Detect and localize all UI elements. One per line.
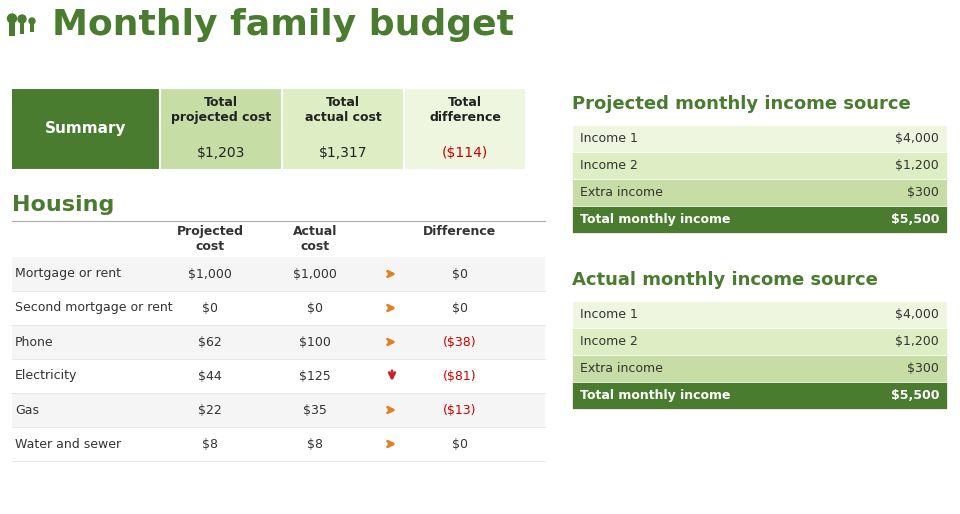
Text: Income 1: Income 1	[580, 308, 637, 321]
Text: ($13): ($13)	[444, 403, 477, 416]
Text: Total monthly income: Total monthly income	[580, 389, 731, 402]
Bar	[572, 125, 947, 152]
Text: $0: $0	[202, 302, 218, 315]
Bar	[12, 427, 545, 461]
Text: Total
actual cost: Total actual cost	[304, 96, 381, 124]
Text: Monthly family budget: Monthly family budget	[52, 8, 514, 42]
Text: $8: $8	[202, 437, 218, 450]
Text: $62: $62	[198, 336, 222, 348]
Text: Total
projected cost: Total projected cost	[171, 96, 271, 124]
Bar	[572, 355, 947, 382]
Text: ($81): ($81)	[444, 370, 477, 382]
Text: $35: $35	[303, 403, 327, 416]
Bar	[30, 24, 34, 32]
Text: Mortgage or rent: Mortgage or rent	[15, 267, 121, 281]
Text: $0: $0	[452, 267, 468, 281]
Text: $5,500: $5,500	[891, 389, 939, 402]
Bar	[404, 88, 526, 170]
Text: Housing: Housing	[12, 195, 114, 215]
Text: Phone: Phone	[15, 336, 54, 348]
Text: Difference: Difference	[423, 225, 496, 238]
Text: Income 2: Income 2	[580, 335, 637, 348]
Text: Income 1: Income 1	[580, 132, 637, 145]
Text: ($114): ($114)	[442, 146, 488, 160]
Text: $0: $0	[452, 302, 468, 315]
Bar	[12, 88, 160, 170]
Circle shape	[29, 18, 35, 24]
Text: $125: $125	[300, 370, 331, 382]
Bar	[12, 359, 545, 393]
Text: $100: $100	[300, 336, 331, 348]
Bar	[572, 382, 947, 409]
Text: $4,000: $4,000	[895, 308, 939, 321]
Text: Extra income: Extra income	[580, 186, 662, 199]
Text: Summary: Summary	[45, 121, 127, 137]
Text: $1,000: $1,000	[293, 267, 337, 281]
Text: Electricity: Electricity	[15, 370, 78, 382]
Text: Second mortgage or rent: Second mortgage or rent	[15, 302, 173, 315]
Bar	[282, 88, 404, 170]
Text: Actual monthly income source: Actual monthly income source	[572, 271, 877, 289]
Text: Projected
cost: Projected cost	[177, 225, 244, 253]
Text: $22: $22	[198, 403, 222, 416]
Text: $4,000: $4,000	[895, 132, 939, 145]
Text: $5,500: $5,500	[891, 213, 939, 226]
Text: $1,317: $1,317	[319, 146, 368, 160]
Bar	[572, 152, 947, 179]
Text: $44: $44	[198, 370, 222, 382]
Text: $0: $0	[307, 302, 323, 315]
Text: $1,000: $1,000	[188, 267, 232, 281]
Text: Income 2: Income 2	[580, 159, 637, 172]
Text: $8: $8	[307, 437, 323, 450]
Bar	[12, 257, 545, 291]
Bar	[160, 88, 282, 170]
Bar	[572, 301, 947, 328]
Text: Total
difference: Total difference	[429, 96, 501, 124]
Circle shape	[18, 15, 26, 23]
Text: Actual
cost: Actual cost	[293, 225, 337, 253]
Text: Projected monthly income source: Projected monthly income source	[572, 95, 911, 113]
Text: Gas: Gas	[15, 403, 39, 416]
Bar	[572, 179, 947, 206]
Text: $300: $300	[907, 186, 939, 199]
Text: $1,200: $1,200	[896, 335, 939, 348]
Bar	[12, 393, 545, 427]
Circle shape	[8, 14, 16, 23]
Bar	[19, 23, 24, 34]
Bar	[12, 325, 545, 359]
Text: Extra income: Extra income	[580, 362, 662, 375]
Bar	[10, 23, 14, 35]
Text: Total monthly income: Total monthly income	[580, 213, 731, 226]
Text: $300: $300	[907, 362, 939, 375]
Text: $0: $0	[452, 437, 468, 450]
Text: ($38): ($38)	[444, 336, 477, 348]
Text: Water and sewer: Water and sewer	[15, 437, 121, 450]
Text: $1,200: $1,200	[896, 159, 939, 172]
Bar	[12, 291, 545, 325]
Bar	[572, 328, 947, 355]
Text: $1,203: $1,203	[197, 146, 245, 160]
Bar	[572, 206, 947, 233]
